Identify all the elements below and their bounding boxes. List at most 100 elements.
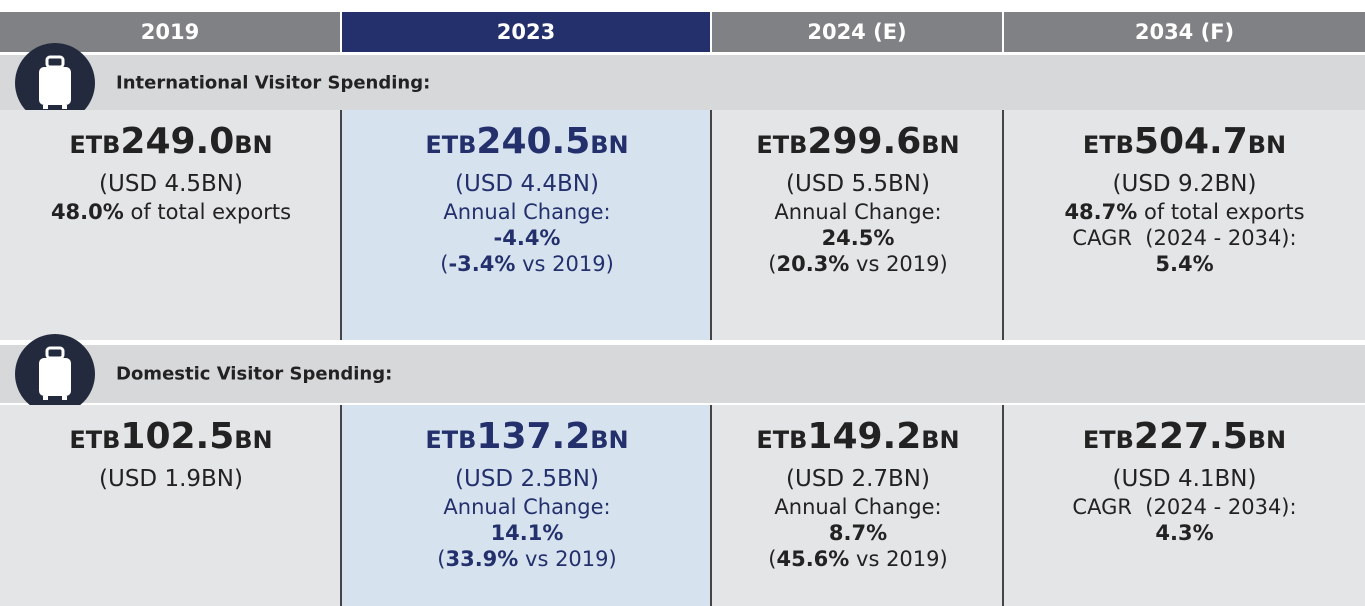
cell-line: (USD 5.5BN) bbox=[712, 169, 1004, 199]
cell-line: (45.6% vs 2019) bbox=[712, 546, 1004, 572]
section-bar: International Visitor Spending: bbox=[0, 42, 1365, 123]
cell-line: 24.5% bbox=[712, 225, 1004, 251]
cell-line: (USD 4.1BN) bbox=[1004, 464, 1365, 494]
text: ( bbox=[768, 547, 777, 571]
text: vs 2019) bbox=[849, 547, 948, 571]
cell-line: (USD 4.5BN) bbox=[0, 169, 342, 199]
cell: ETB137.2BN (USD 2.5BN) Annual Change: 14.1%… bbox=[340, 405, 712, 606]
amount-value: 249.0 bbox=[120, 121, 235, 162]
text: (USD 9.2BN) bbox=[1112, 171, 1257, 197]
amount-suffix: BN bbox=[590, 131, 629, 159]
text: ( bbox=[437, 547, 446, 571]
amount-value: 137.2 bbox=[476, 416, 591, 457]
amount-prefix: ETB bbox=[756, 426, 808, 454]
cell-line: Annual Change: bbox=[712, 199, 1004, 225]
cell-line: (USD 9.2BN) bbox=[1004, 169, 1365, 199]
cell-line: Annual Change: bbox=[342, 494, 712, 520]
cell-line: (33.9% vs 2019) bbox=[342, 546, 712, 572]
amount: ETB137.2BN bbox=[342, 413, 712, 464]
amount: ETB102.5BN bbox=[0, 413, 342, 464]
amount-value: 240.5 bbox=[476, 121, 591, 162]
cell: ETB227.5BN (USD 4.1BN) CAGR (2024 - 2034):… bbox=[1002, 405, 1365, 606]
bold-text: 24.5% bbox=[821, 226, 895, 250]
text: CAGR (2024 - 2034): bbox=[1072, 226, 1297, 250]
cell-line: 48.7% of total exports bbox=[1004, 199, 1365, 225]
bold-text: 48.7% bbox=[1064, 200, 1138, 224]
cell-line: 14.1% bbox=[342, 520, 712, 546]
text: (USD 4.4BN) bbox=[455, 171, 599, 197]
text: Annual Change: bbox=[443, 495, 611, 519]
cell-line: 4.3% bbox=[1004, 520, 1365, 546]
cell-line: (-3.4% vs 2019) bbox=[342, 251, 712, 277]
text: (USD 5.5BN) bbox=[786, 171, 930, 197]
text: (USD 1.9BN) bbox=[99, 466, 243, 492]
bold-text: -4.4% bbox=[493, 226, 561, 250]
cell-line: (USD 2.5BN) bbox=[342, 464, 712, 494]
amount-prefix: ETB bbox=[756, 131, 808, 159]
cell-line: CAGR (2024 - 2034): bbox=[1004, 225, 1365, 251]
cell: ETB504.7BN (USD 9.2BN) 48.7% of total expo… bbox=[1002, 110, 1365, 340]
amount-suffix: BN bbox=[590, 426, 629, 454]
cell: ETB102.5BN (USD 1.9BN) bbox=[0, 405, 342, 606]
text: Annual Change: bbox=[774, 200, 942, 224]
cell-line: 5.4% bbox=[1004, 251, 1365, 277]
text: CAGR (2024 - 2034): bbox=[1072, 495, 1297, 519]
luggage-icon bbox=[15, 42, 95, 123]
amount-value: 504.7 bbox=[1133, 121, 1248, 162]
cell-line: (20.3% vs 2019) bbox=[712, 251, 1004, 277]
cell-line: (USD 4.4BN) bbox=[342, 169, 712, 199]
text: vs 2019) bbox=[515, 252, 614, 276]
text: ( bbox=[768, 252, 777, 276]
text: (USD 4.1BN) bbox=[1112, 466, 1257, 492]
section-title: Domestic Visitor Spending: bbox=[116, 363, 393, 385]
text: Annual Change: bbox=[443, 200, 611, 224]
amount-value: 102.5 bbox=[120, 416, 235, 457]
section-bar: Domestic Visitor Spending: bbox=[0, 334, 1365, 414]
bold-text: 33.9% bbox=[445, 547, 519, 571]
cell-line: 48.0% of total exports bbox=[0, 199, 342, 225]
amount-prefix: ETB bbox=[1082, 426, 1134, 454]
amount-prefix: ETB bbox=[69, 131, 121, 159]
bold-text: 8.7% bbox=[828, 521, 888, 545]
amount-suffix: BN bbox=[921, 131, 960, 159]
amount: ETB149.2BN bbox=[712, 413, 1004, 464]
luggage-glyph bbox=[39, 346, 71, 400]
cell-line: 8.7% bbox=[712, 520, 1004, 546]
cell-line: (USD 1.9BN) bbox=[0, 464, 342, 494]
cell: ETB240.5BN (USD 4.4BN) Annual Change: -4.4%… bbox=[340, 110, 712, 340]
amount-suffix: BN bbox=[921, 426, 960, 454]
luggage-icon bbox=[15, 334, 95, 414]
amount-suffix: BN bbox=[1247, 131, 1287, 159]
amount-suffix: BN bbox=[234, 131, 273, 159]
cell-line: CAGR (2024 - 2034): bbox=[1004, 494, 1365, 520]
bold-text: 4.3% bbox=[1155, 521, 1214, 545]
amount-prefix: ETB bbox=[69, 426, 121, 454]
text: vs 2019) bbox=[849, 252, 948, 276]
amount-suffix: BN bbox=[234, 426, 273, 454]
amount-prefix: ETB bbox=[425, 426, 477, 454]
bold-text: 45.6% bbox=[776, 547, 850, 571]
cell-line: -4.4% bbox=[342, 225, 712, 251]
section-title: International Visitor Spending: bbox=[116, 72, 431, 93]
cell-line: Annual Change: bbox=[712, 494, 1004, 520]
text: vs 2019) bbox=[518, 547, 617, 571]
amount: ETB227.5BN bbox=[1004, 413, 1365, 464]
text: (USD 2.7BN) bbox=[786, 466, 930, 492]
amount-suffix: BN bbox=[1247, 426, 1287, 454]
text: of total exports bbox=[123, 200, 292, 224]
amount-prefix: ETB bbox=[1082, 131, 1134, 159]
bold-text: 48.0% bbox=[50, 200, 124, 224]
column-header: 2023 bbox=[342, 12, 710, 52]
text: of total exports bbox=[1137, 200, 1305, 224]
text: (USD 2.5BN) bbox=[455, 466, 599, 492]
bold-text: -3.4% bbox=[448, 252, 516, 276]
amount: ETB249.0BN bbox=[0, 118, 342, 169]
text: ( bbox=[440, 252, 449, 276]
luggage-glyph bbox=[39, 55, 71, 109]
bold-text: 5.4% bbox=[1155, 252, 1214, 276]
text: (USD 4.5BN) bbox=[99, 171, 243, 197]
amount: ETB504.7BN bbox=[1004, 118, 1365, 169]
amount-prefix: ETB bbox=[425, 131, 477, 159]
cell: ETB299.6BN (USD 5.5BN) Annual Change: 24.5%… bbox=[710, 110, 1004, 340]
